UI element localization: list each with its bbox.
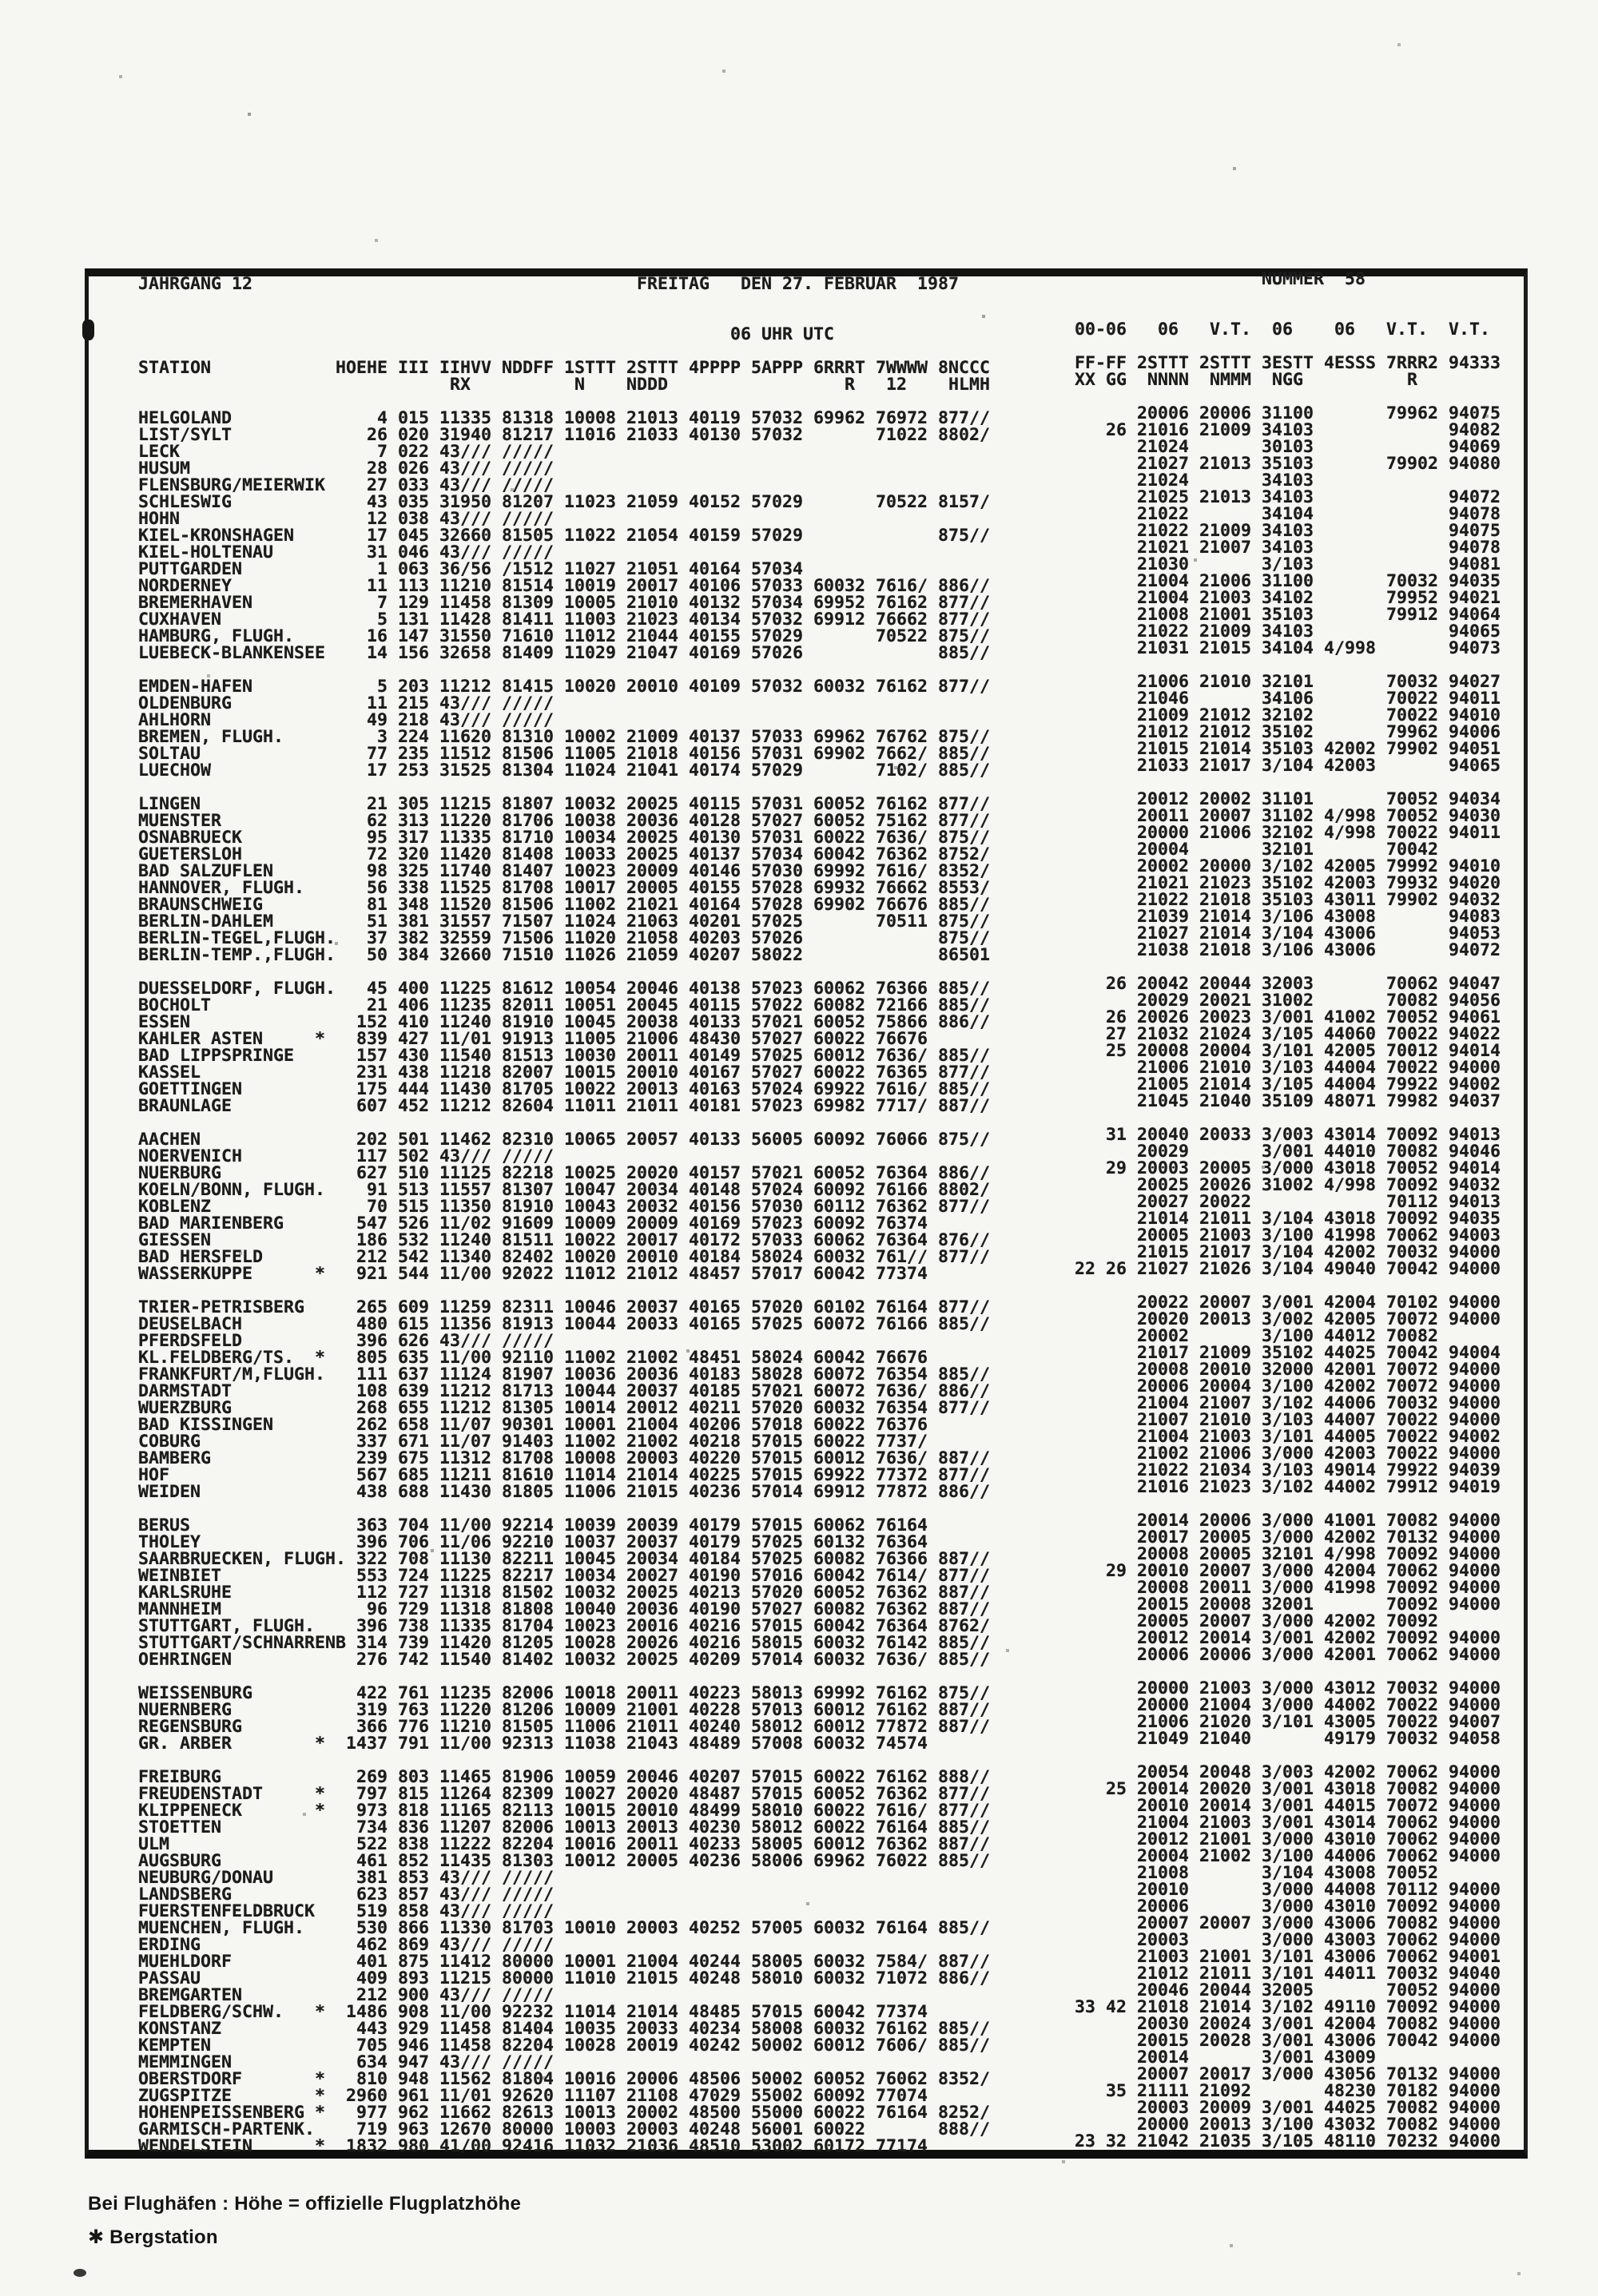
footnote-bergstation: ✱ Bergstation [88,2226,218,2248]
footnotes: Bei Flughäfen : Höhe = offizielle Flugpl… [88,2187,521,2254]
footnote-flugplatzhoehe: Bei Flughäfen : Höhe = offizielle Flugpl… [88,2193,522,2215]
scan-ink-blob-bottom-left [74,2269,86,2277]
table-left: JAHRGANG 12 FREITAG DEN 27. FEBRUAR 1987… [138,274,991,2156]
table-right: NUMMER 58 00-06 06 V.T. 06 06 V.T. V.T. … [1075,269,1501,2151]
scan-ink-blob-left-margin [82,320,94,340]
scan-noise-speckles [0,0,2,2]
table-border-frame [85,268,1528,2159]
